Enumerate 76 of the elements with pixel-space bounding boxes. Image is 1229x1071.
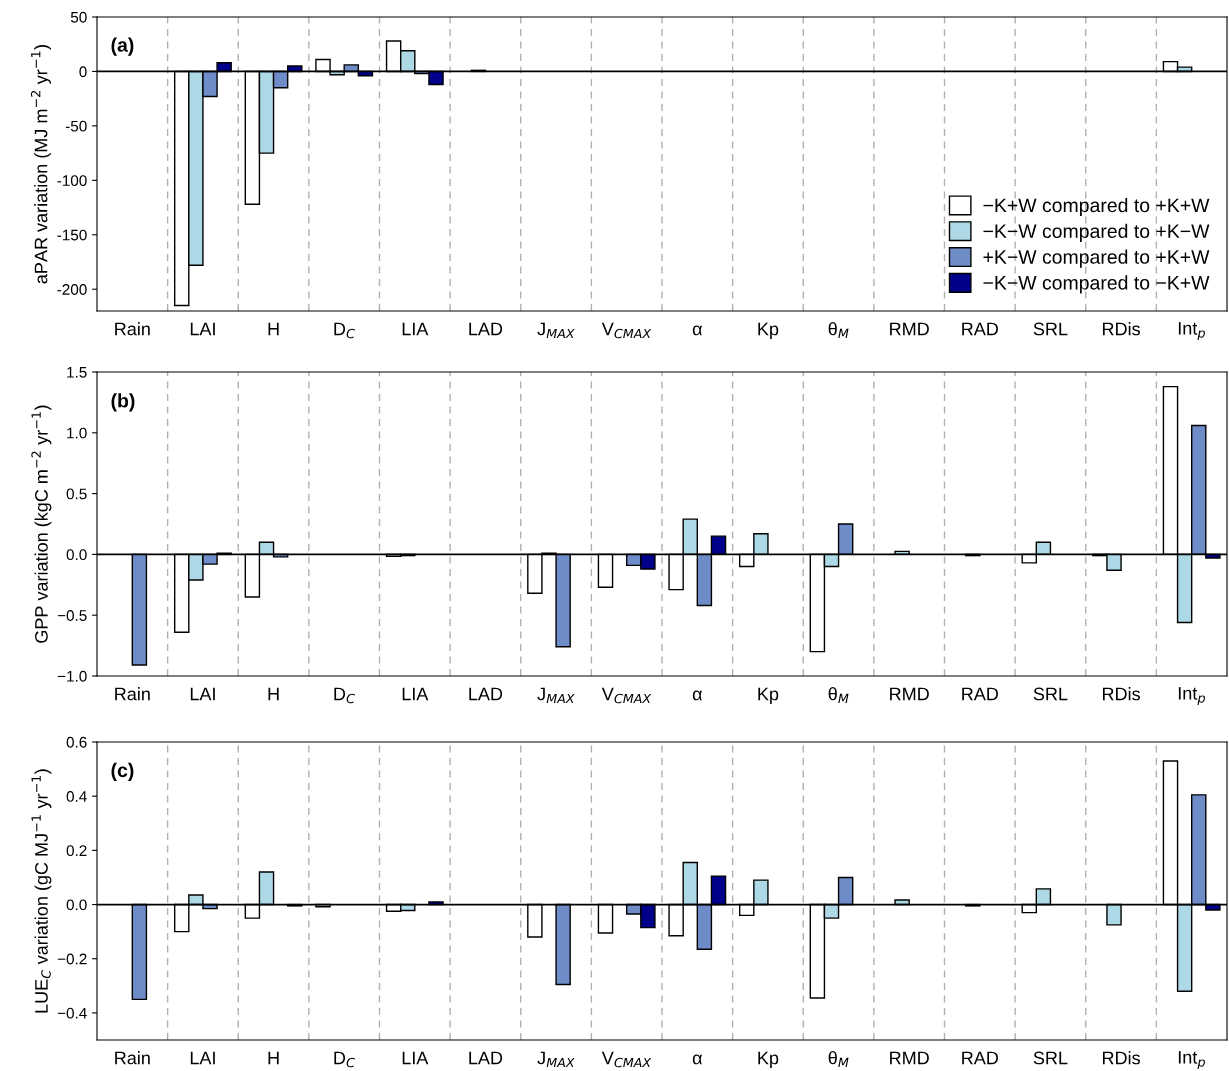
x-tick-label: J$_{MAX}$: [537, 322, 575, 339]
x-tick-label: H: [268, 1051, 279, 1065]
y-tick-label: -100: [57, 175, 87, 187]
y-tick-label: −0.2: [57, 953, 87, 965]
annotation: (a): [111, 37, 134, 56]
y-tick-label: 0.5: [66, 488, 87, 500]
x-tick-label: α: [692, 690, 703, 701]
x-tick-label: LAI: [190, 1051, 215, 1065]
y-tick-label: 0.4: [66, 791, 87, 802]
x-tick-label: θ$_{M}$: [828, 1051, 849, 1068]
x-tick-label: V$_{CMAX}$: [601, 322, 652, 339]
x-tick-label: LIA: [402, 1051, 429, 1065]
x-tick-label: Int$_{p}$: [1178, 687, 1205, 706]
x-tick-label: RAD: [962, 1051, 999, 1065]
x-tick-label: J$_{MAX}$: [537, 1051, 575, 1068]
y-tick-label: -150: [57, 229, 87, 241]
x-tick-label: SRL: [1033, 322, 1068, 336]
x-tick-label: V$_{CMAX}$: [601, 687, 652, 704]
x-tick-label: Kp: [758, 1051, 779, 1068]
x-tick-label: Kp: [758, 687, 779, 704]
x-tick-label: Rain: [115, 687, 150, 701]
y-axis-title: LUE$_{C}$ variation (gC MJ$^{−1}$ yr$^{−1}$): [31, 769, 52, 1013]
legend-label: −K−W compared to +K−W: [983, 223, 1210, 242]
legend-label: −K−W compared to −K+W: [983, 275, 1210, 294]
x-tick-label: RMD: [890, 322, 929, 336]
x-tick-label: D$_{C}$: [334, 322, 355, 339]
legend-label: +K−W compared to +K+W: [983, 249, 1210, 268]
y-axis-title: GPP variation (kgC m$^{−2}$ yr$^{−1}$): [31, 405, 52, 643]
x-tick-label: LAD: [469, 322, 503, 336]
x-tick-label: θ$_{M}$: [828, 687, 849, 704]
annotation: (b): [111, 393, 135, 412]
x-tick-label: SRL: [1033, 1051, 1068, 1065]
x-tick-label: Int$_{p}$: [1178, 322, 1205, 341]
x-tick-label: α: [692, 1054, 703, 1065]
x-tick-label: RAD: [962, 687, 999, 701]
y-tick-label: 0.0: [66, 899, 87, 911]
x-tick-label: LIA: [402, 322, 429, 336]
x-tick-label: α: [692, 325, 703, 336]
x-tick-label: RDis: [1102, 687, 1140, 701]
y-axis-title: aPAR variation (MJ m$^{−2}$ yr$^{−1}$): [30, 45, 51, 284]
y-tick-label: 0.2: [66, 845, 87, 857]
y-tick-label: 1.0: [67, 427, 87, 439]
y-tick-label: 0.6: [66, 736, 87, 748]
y-tick-label: 0: [79, 66, 87, 78]
x-tick-label: H: [268, 322, 279, 336]
x-tick-label: RMD: [890, 687, 929, 701]
y-tick-label: -50: [65, 120, 87, 132]
x-tick-label: RDis: [1102, 1051, 1140, 1065]
x-tick-label: D$_{C}$: [334, 1051, 355, 1068]
x-tick-label: J$_{MAX}$: [537, 687, 575, 704]
x-tick-label: Kp: [758, 322, 779, 339]
x-tick-label: LAD: [469, 1051, 503, 1065]
x-tick-label: RMD: [890, 1051, 929, 1065]
y-tick-label: −0.4: [57, 1007, 87, 1019]
x-tick-label: LAI: [190, 322, 215, 336]
x-tick-label: D$_{C}$: [334, 687, 355, 704]
x-tick-label: LAD: [469, 687, 503, 701]
x-tick-label: Rain: [115, 322, 150, 336]
x-tick-label: Rain: [115, 1051, 150, 1065]
x-tick-label: Int$_{p}$: [1178, 1051, 1205, 1070]
y-tick-label: 50: [70, 11, 87, 23]
x-tick-label: SRL: [1033, 687, 1068, 701]
annotation: (c): [111, 762, 134, 781]
y-tick-label: 0.0: [66, 549, 87, 561]
x-tick-label: V$_{CMAX}$: [601, 1051, 652, 1068]
x-tick-label: RDis: [1102, 322, 1140, 336]
y-tick-label: −1.0: [57, 670, 87, 682]
x-tick-label: θ$_{M}$: [828, 322, 849, 339]
x-tick-label: LAI: [190, 687, 215, 701]
x-tick-label: H: [268, 687, 279, 701]
x-tick-label: RAD: [962, 322, 999, 336]
y-tick-label: −0.5: [57, 610, 87, 621]
y-tick-label: -200: [57, 284, 87, 295]
y-tick-label: 1.5: [67, 367, 87, 378]
x-tick-label: LIA: [402, 687, 429, 701]
legend-label: −K+W compared to +K+W: [983, 197, 1210, 217]
